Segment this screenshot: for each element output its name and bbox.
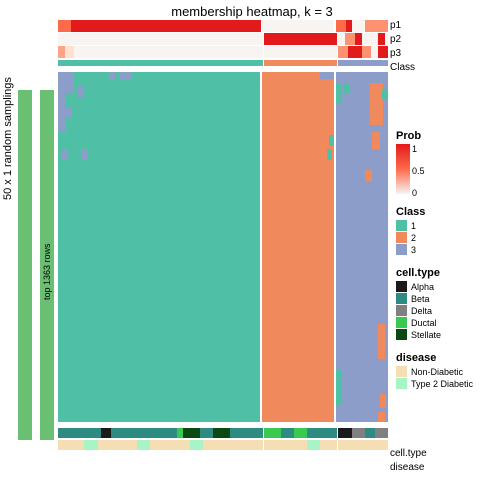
sidebar-outer-label: 50 x 1 random samplings: [2, 77, 14, 200]
heatmap-body: [58, 72, 388, 422]
legend-disease: diseaseNon-DiabeticType 2 Diabetic: [396, 352, 500, 389]
row-label-disease: disease: [390, 462, 424, 473]
legend-prob: Prob 10.50: [396, 130, 500, 194]
legend-celltype: cell.typeAlphaBetaDeltaDuctalStellate: [396, 267, 500, 340]
main-column: [58, 20, 388, 452]
sidebar-outer-bar: [18, 90, 32, 440]
legend-prob-title: Prob: [396, 130, 500, 142]
row-label-p3: p3: [390, 48, 401, 59]
prob-ramp: [396, 144, 410, 194]
bottom-annotation: [58, 428, 388, 450]
chart-title: membership heatmap, k = 3: [0, 4, 504, 19]
legend-area: Prob 10.50 Class123 cell.typeAlphaBetaDe…: [396, 130, 500, 401]
class-annotation: [58, 60, 388, 66]
row-label-p1: p1: [390, 20, 401, 31]
top-annotation: [58, 20, 388, 58]
row-label-p2: p2: [390, 34, 401, 45]
legend-class: Class123: [396, 206, 500, 255]
row-label-class: Class: [390, 62, 415, 73]
sidebar-inner-label: top 1363 rows: [42, 243, 52, 300]
row-label-celltype: cell.type: [390, 448, 427, 459]
prob-ramp-labels: 10.50: [410, 144, 440, 194]
